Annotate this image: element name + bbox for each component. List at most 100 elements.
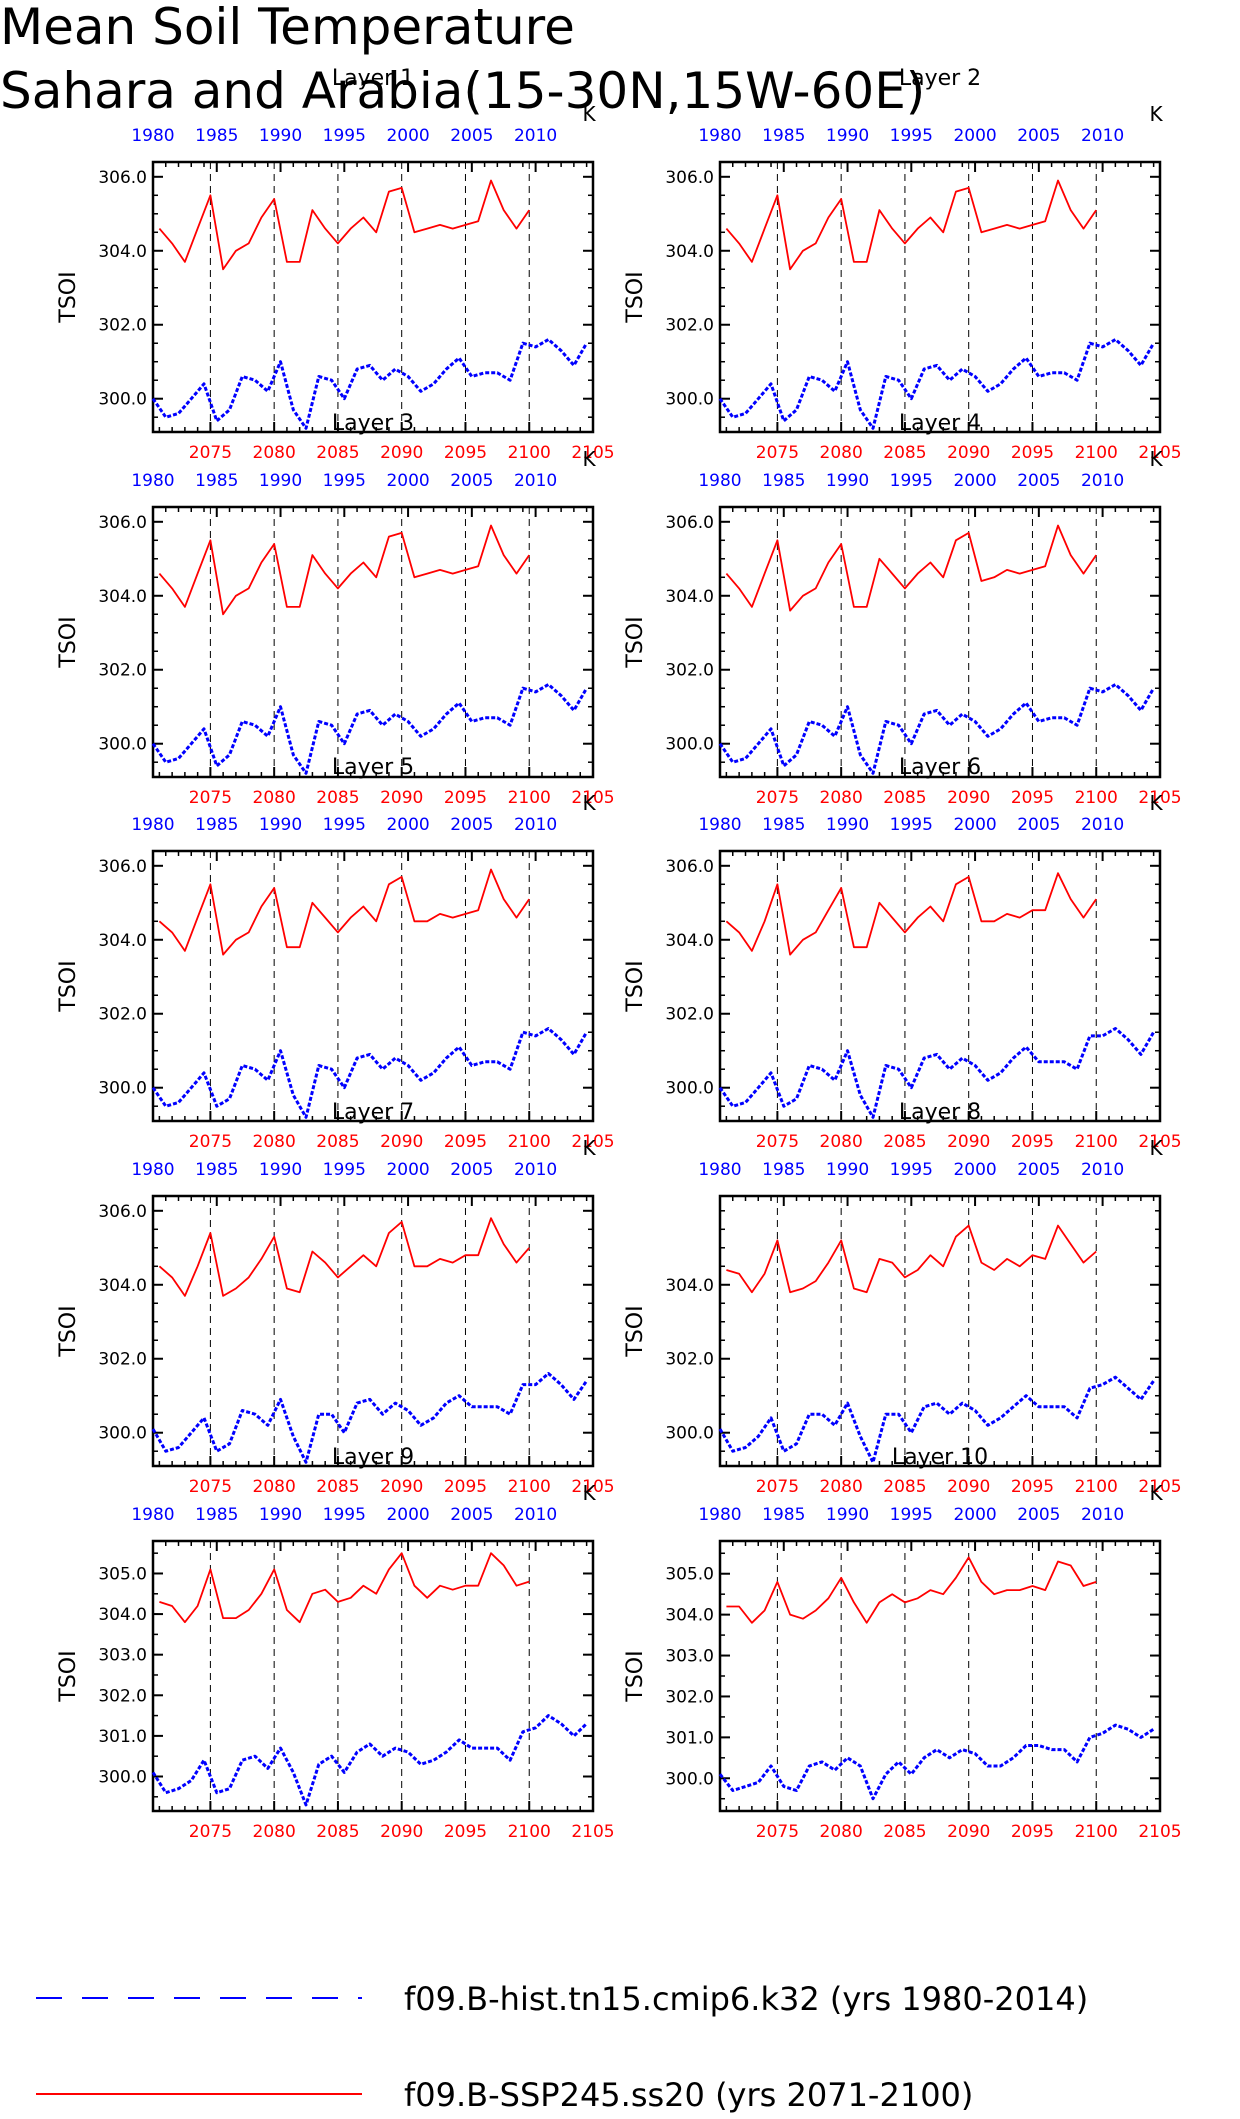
x-bottom-tick-label: 2095 — [444, 1477, 487, 1497]
x-bottom-tick-label: 2100 — [1075, 1477, 1118, 1497]
y-tick-label: 304.0 — [98, 1276, 147, 1296]
x-bottom-tick-label: 2075 — [756, 1132, 799, 1152]
panel-title: Layer 8 — [899, 1100, 981, 1125]
x-top-tick-label: 1990 — [826, 471, 869, 491]
x-top-tick-label: 2005 — [450, 471, 493, 491]
y-tick-label: 303.0 — [98, 1646, 147, 1666]
series-line-hist — [718, 1723, 1155, 1801]
panel-title: Layer 10 — [892, 1445, 988, 1470]
x-bottom-tick-label: 2105 — [571, 443, 614, 463]
x-top-tick-label: 1990 — [826, 126, 869, 146]
y-tick-label: 304.0 — [98, 1605, 147, 1625]
figure-title-line-2: Sahara and Arabia(15-30N,15W-60E) — [0, 62, 925, 120]
x-top-tick-label: 2010 — [514, 1160, 557, 1180]
panel-layer-4: Layer 4 K TSOI 300.0 302.0 304.0 306.0 2075 2080… — [623, 411, 1182, 808]
y-tick-label: 305.0 — [665, 1565, 714, 1585]
y-tick-label: 300.0 — [98, 1767, 147, 1787]
x-top-tick-label: 1990 — [259, 471, 302, 491]
x-bottom-tick-label: 2075 — [756, 443, 799, 463]
x-top-tick-label: 1990 — [259, 815, 302, 835]
panel-layer-6: Layer 6 K TSOI 300.0 302.0 304.0 306.0 2075 2080… — [623, 755, 1182, 1152]
series-line-ssp — [158, 524, 530, 616]
x-top-tick-label: 1995 — [323, 126, 366, 146]
x-top-tick-label: 2005 — [450, 126, 493, 146]
x-bottom-tick-label: 2075 — [756, 788, 799, 808]
y-axis-label: TSOI — [623, 1305, 648, 1357]
y-axis-label: TSOI — [623, 960, 648, 1012]
y-axis-label: TSOI — [56, 271, 81, 323]
legend-label-hist: f09.B-hist.tn15.cmip6.k32 (yrs 1980-2014… — [404, 1980, 1088, 2018]
x-bottom-tick-label: 2095 — [444, 1132, 487, 1152]
y-tick-label: 306.0 — [98, 168, 147, 188]
y-tick-label: 302.0 — [98, 1005, 147, 1025]
series-line-hist — [151, 338, 588, 430]
x-top-tick-label: 1980 — [131, 1505, 174, 1525]
series-line-ssp — [726, 1556, 1097, 1624]
x-bottom-tick-label: 2090 — [947, 443, 990, 463]
x-bottom-tick-label: 2105 — [1138, 1132, 1181, 1152]
x-top-tick-label: 2000 — [953, 126, 996, 146]
series-line-hist — [718, 1027, 1155, 1119]
x-bottom-tick-label: 2075 — [189, 1132, 232, 1152]
x-top-tick-label: 2010 — [514, 471, 557, 491]
x-top-tick-label: 1995 — [890, 815, 933, 835]
plot-frame — [151, 160, 595, 434]
panel-title: Layer 4 — [899, 411, 981, 436]
x-top-tick-label: 2010 — [1081, 815, 1124, 835]
y-tick-label: 304.0 — [98, 931, 147, 951]
series-line-ssp — [158, 1217, 530, 1297]
series-line-hist — [718, 683, 1155, 775]
plot-frame — [718, 1539, 1162, 1813]
x-top-tick-label: 2005 — [1017, 471, 1060, 491]
x-bottom-tick-label: 2080 — [253, 788, 296, 808]
panel-title: Layer 2 — [899, 66, 981, 91]
units-label: K — [582, 447, 596, 471]
x-top-tick-label: 1995 — [323, 1160, 366, 1180]
series-line-hist — [718, 1375, 1155, 1464]
x-bottom-tick-label: 2080 — [253, 1477, 296, 1497]
units-label: K — [1149, 791, 1163, 815]
x-top-tick-label: 1995 — [890, 1160, 933, 1180]
plot-frame — [151, 1539, 595, 1813]
y-tick-label: 300.0 — [98, 735, 147, 755]
y-tick-label: 304.0 — [665, 587, 714, 607]
x-bottom-tick-label: 2095 — [1011, 788, 1054, 808]
x-bottom-tick-label: 2090 — [380, 1477, 423, 1497]
y-tick-label: 306.0 — [665, 857, 714, 877]
panel-title: Layer 7 — [332, 1100, 414, 1125]
x-top-tick-label: 2005 — [450, 815, 493, 835]
x-bottom-tick-label: 2090 — [380, 788, 423, 808]
x-top-tick-label: 1995 — [323, 1505, 366, 1525]
y-tick-label: 306.0 — [665, 513, 714, 533]
series-line-hist — [151, 1372, 588, 1464]
panel-layer-5: Layer 5 K TSOI 300.0 302.0 304.0 306.0 2075 2080… — [56, 755, 615, 1152]
series-line-ssp — [159, 1552, 530, 1624]
x-top-tick-label: 2000 — [386, 1505, 429, 1525]
x-bottom-tick-label: 2080 — [820, 1132, 863, 1152]
y-tick-label: 300.0 — [665, 1769, 714, 1789]
x-bottom-tick-label: 2080 — [253, 443, 296, 463]
x-bottom-tick-label: 2090 — [380, 1822, 423, 1842]
units-label: K — [1149, 447, 1163, 471]
y-tick-label: 302.0 — [665, 661, 714, 681]
x-top-tick-label: 1985 — [195, 471, 238, 491]
x-bottom-tick-label: 2095 — [444, 1822, 487, 1842]
units-label: K — [582, 1136, 596, 1160]
x-top-tick-label: 2005 — [1017, 126, 1060, 146]
y-axis-label: TSOI — [56, 1650, 81, 1702]
plot-frame — [718, 160, 1162, 434]
x-top-tick-label: 1980 — [131, 815, 174, 835]
legend-label-ssp: f09.B-SSP245.ss20 (yrs 2071-2100) — [404, 2076, 973, 2114]
y-tick-label: 302.0 — [98, 1686, 147, 1706]
y-tick-label: 300.0 — [98, 390, 147, 410]
x-top-tick-label: 2010 — [1081, 1505, 1124, 1525]
y-tick-label: 300.0 — [665, 735, 714, 755]
x-bottom-tick-label: 2090 — [380, 443, 423, 463]
x-top-tick-label: 1980 — [698, 1505, 741, 1525]
x-top-tick-label: 1985 — [762, 1160, 805, 1180]
x-top-tick-label: 1985 — [762, 126, 805, 146]
y-tick-label: 306.0 — [98, 1202, 147, 1222]
x-top-tick-label: 1980 — [698, 126, 741, 146]
x-top-tick-label: 1985 — [195, 1160, 238, 1180]
